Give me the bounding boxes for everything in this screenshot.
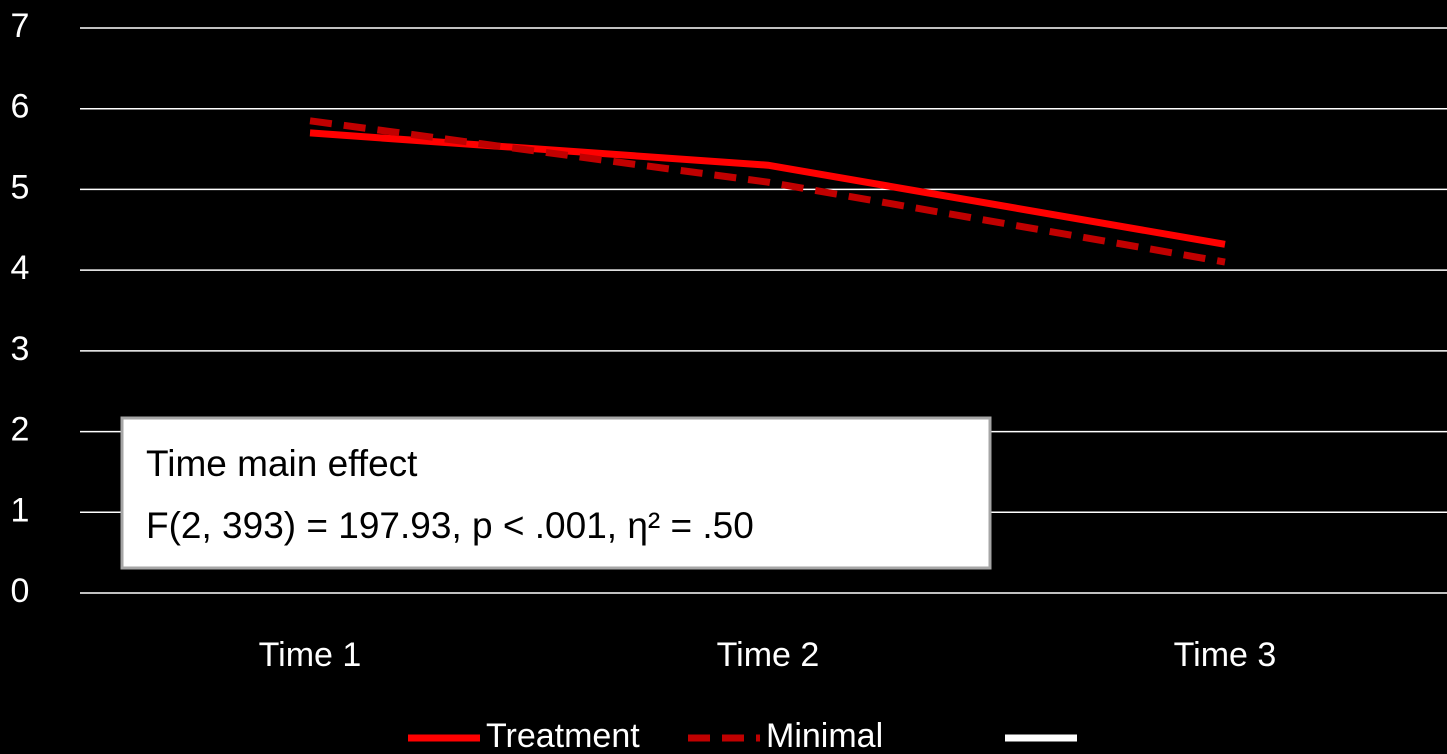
annotation-box xyxy=(120,416,992,570)
y-tick-label: 3 xyxy=(11,330,30,368)
y-tick-label: 7 xyxy=(11,7,30,45)
legend-label: Minimal xyxy=(766,717,883,754)
annotation-text: Time main effect xyxy=(146,443,418,484)
y-tick-label: 6 xyxy=(11,88,30,126)
y-tick-label: 5 xyxy=(11,168,30,206)
y-tick-label: 0 xyxy=(11,572,30,610)
x-tick-label: Time 2 xyxy=(717,636,820,674)
x-tick-label: Time 3 xyxy=(1174,636,1277,674)
x-tick-label: Time 1 xyxy=(259,636,362,674)
y-tick-label: 4 xyxy=(11,249,30,287)
y-tick-label: 2 xyxy=(11,411,30,449)
series-line xyxy=(309,117,1226,266)
annotation-text: F(2, 393) = 197.93, p < .001, η² = .50 xyxy=(146,505,754,546)
legend-label: Treatment xyxy=(486,717,640,754)
y-tick-label: 1 xyxy=(11,491,30,529)
